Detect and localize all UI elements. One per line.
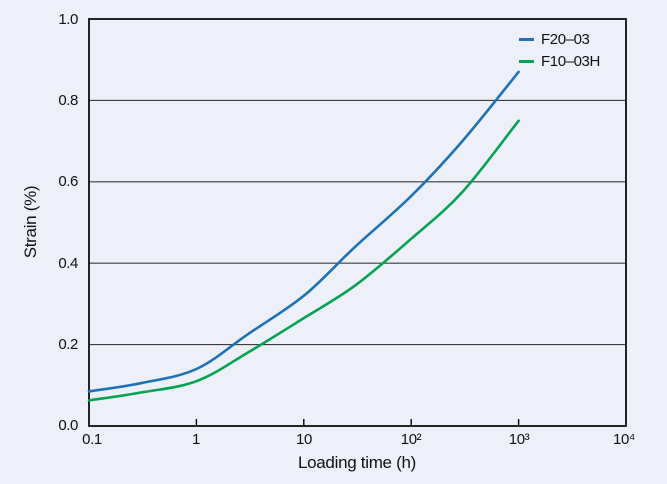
legend-label: F20–03 bbox=[541, 30, 590, 48]
legend-label: F10–03H bbox=[541, 52, 600, 70]
y-axis-title: Strain (%) bbox=[21, 185, 40, 259]
legend-line-swatch-f10-03h bbox=[519, 59, 534, 63]
legend: F20–03 F10–03H bbox=[519, 28, 600, 72]
series-line-F20–03 bbox=[87, 70, 520, 393]
y-tick-label: 0.2 bbox=[58, 336, 78, 353]
x-axis-title: Loading time (h) bbox=[297, 453, 417, 472]
y-tick-label: 1.0 bbox=[58, 11, 78, 28]
x-tick-label: 0.1 bbox=[82, 431, 102, 448]
legend-item-f10-03h: F10–03H bbox=[519, 50, 600, 72]
y-tick-label: 0.6 bbox=[58, 173, 78, 190]
y-tick-label: 0.8 bbox=[58, 92, 78, 109]
legend-item-f20-03: F20–03 bbox=[519, 28, 600, 50]
series-line-F10–03H bbox=[87, 119, 520, 402]
x-tick-label: 10 bbox=[296, 431, 312, 448]
legend-line-swatch-f20-03 bbox=[519, 37, 534, 41]
y-tick-label: 0.0 bbox=[58, 417, 78, 434]
plot-border bbox=[88, 18, 627, 427]
y-tick-label: 0.4 bbox=[58, 255, 78, 272]
x-tick-label: 1 bbox=[192, 431, 200, 448]
x-tick-label: 10² bbox=[400, 431, 422, 448]
x-tick-label: 10³ bbox=[508, 431, 530, 448]
x-tick-label: 10⁴ bbox=[613, 431, 635, 448]
